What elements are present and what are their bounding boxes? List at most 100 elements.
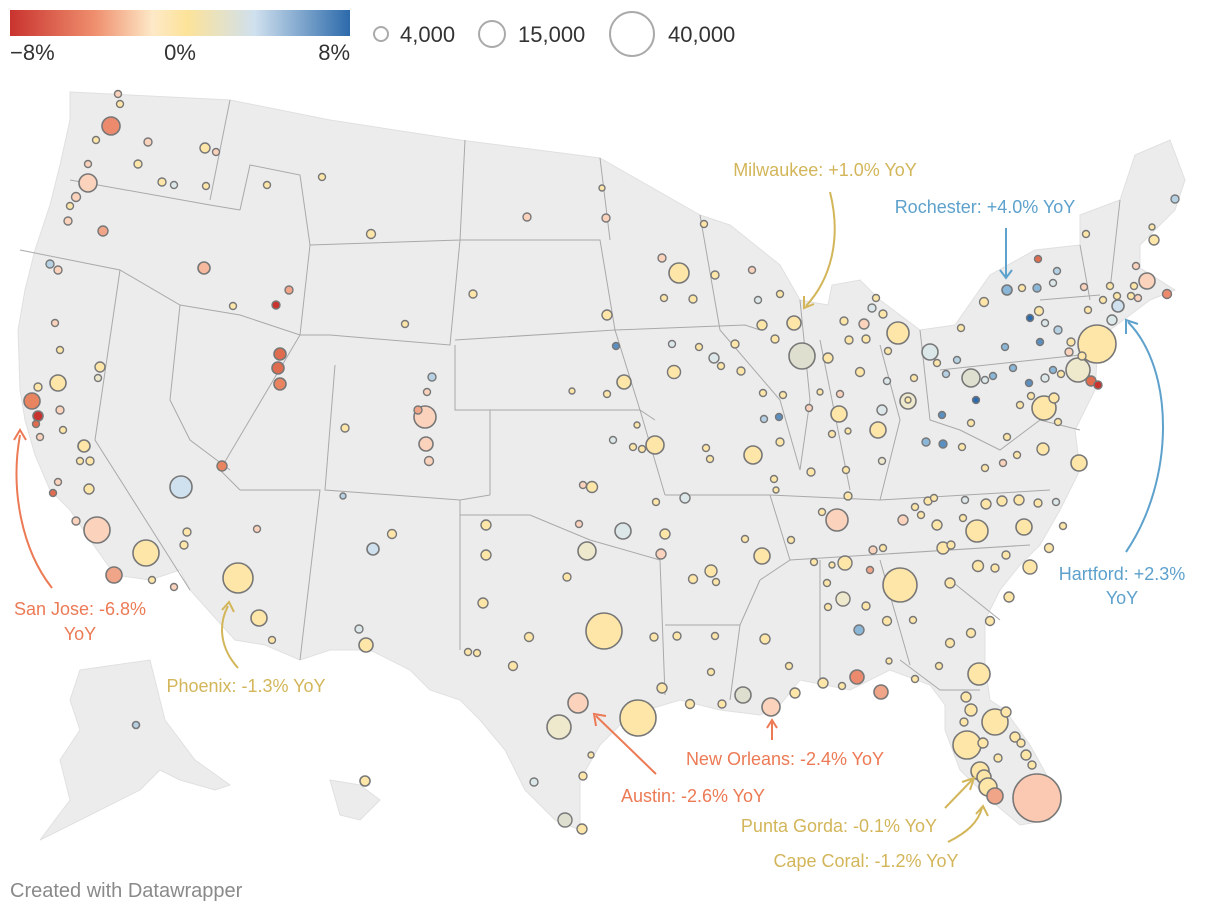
bubble	[1133, 293, 1143, 303]
bubble	[672, 631, 682, 641]
bubble	[1077, 351, 1087, 361]
bubble	[1131, 261, 1141, 271]
bubble	[1148, 223, 1156, 231]
bubble	[53, 265, 63, 275]
bubble	[33, 382, 43, 392]
bubble-seattle	[101, 116, 121, 136]
hartford-label-line1: Hartford: +2.3%	[1059, 564, 1186, 584]
bubble	[1003, 591, 1015, 603]
bubble-virginia-beach	[1070, 454, 1088, 472]
bubble	[775, 437, 785, 447]
bubble	[427, 372, 437, 382]
austin-arrowhead	[592, 712, 607, 727]
bubble	[1053, 325, 1063, 335]
bubble-pensacola	[873, 684, 889, 700]
bubble	[980, 375, 990, 385]
bubble-tulsa	[614, 522, 632, 540]
bubble	[1036, 442, 1050, 456]
bubble-tampa	[952, 730, 982, 760]
bubble-phoenix	[222, 562, 254, 594]
size-legend-small-circle	[373, 26, 389, 42]
bubble-austin	[567, 692, 589, 714]
bubble-sacramento	[49, 374, 67, 392]
bubble	[944, 637, 956, 649]
bubble	[921, 437, 931, 447]
bubble	[1048, 392, 1060, 404]
size-legend-medium-circle	[478, 20, 506, 48]
bubble	[477, 597, 489, 609]
bubble	[468, 289, 478, 299]
bubble	[83, 483, 95, 495]
bubble	[844, 427, 852, 435]
bubble	[169, 180, 179, 190]
bubble	[529, 777, 539, 787]
bubble	[201, 181, 211, 191]
bubble	[655, 548, 667, 560]
bubble-rochester	[1001, 284, 1013, 296]
bubble	[704, 564, 718, 578]
bubble	[909, 373, 919, 383]
bubble	[759, 414, 769, 424]
bubble	[568, 387, 576, 395]
bubble	[941, 369, 951, 379]
bubble	[1048, 365, 1058, 375]
bubble	[1064, 347, 1074, 357]
bubble	[984, 615, 996, 627]
bubble	[578, 480, 588, 490]
size-legend-medium-label: 15,000	[518, 22, 585, 47]
annotations: San Jose: -6.8% YoY Phoenix: -1.3% YoY M…	[13, 160, 1186, 871]
punta-gorda-arrowhead	[961, 776, 976, 791]
bubble	[828, 561, 836, 569]
bubble	[557, 812, 573, 828]
bubble	[666, 364, 682, 380]
bubble	[271, 300, 281, 310]
bubble	[31, 419, 41, 429]
bubble	[1002, 432, 1012, 442]
bubble-san-jose	[32, 410, 44, 422]
bubble	[1000, 342, 1010, 352]
bubble-minneapolis	[668, 262, 690, 284]
bubble	[998, 458, 1008, 468]
bubble	[1024, 378, 1034, 388]
bubble	[578, 771, 588, 781]
bubble-chicago	[788, 342, 816, 370]
bubble	[784, 661, 794, 671]
bubble	[964, 703, 978, 717]
bubble	[1000, 706, 1012, 718]
bubble	[423, 455, 435, 467]
bubble	[58, 425, 68, 435]
hartford-arrowhead	[1125, 318, 1139, 334]
bubble	[386, 528, 398, 540]
alaska-land	[39, 659, 232, 841]
bubble	[1048, 278, 1058, 288]
bubble	[252, 524, 262, 534]
phoenix-arrowhead	[221, 600, 235, 613]
bubble	[463, 647, 473, 657]
bubble	[978, 296, 990, 308]
color-scale-bar	[10, 10, 350, 36]
bubble	[730, 339, 740, 349]
bubble	[75, 456, 85, 466]
bubble	[910, 674, 920, 684]
bubble-las-vegas	[169, 475, 193, 499]
bubble-riverside	[132, 539, 160, 567]
bubble	[365, 228, 377, 240]
bubble	[878, 543, 888, 553]
bubble	[1026, 391, 1036, 401]
bubble	[55, 345, 65, 355]
san-jose-label-line1: San Jose: -6.8%	[14, 599, 146, 619]
bubble	[1161, 288, 1173, 300]
bubble	[717, 699, 727, 709]
bubble	[937, 410, 947, 420]
bubble	[878, 309, 888, 319]
bubble	[70, 191, 82, 203]
bubble-san-antonio	[546, 714, 572, 740]
bubble-charlotte	[965, 519, 989, 543]
bubble	[216, 460, 228, 472]
metro-bubbles-small	[31, 89, 1180, 835]
bubble	[839, 316, 849, 326]
bubble	[1081, 229, 1091, 239]
milwaukee-arrow	[805, 191, 836, 307]
bubble	[1126, 291, 1136, 301]
color-min-label: −8%	[10, 40, 55, 65]
